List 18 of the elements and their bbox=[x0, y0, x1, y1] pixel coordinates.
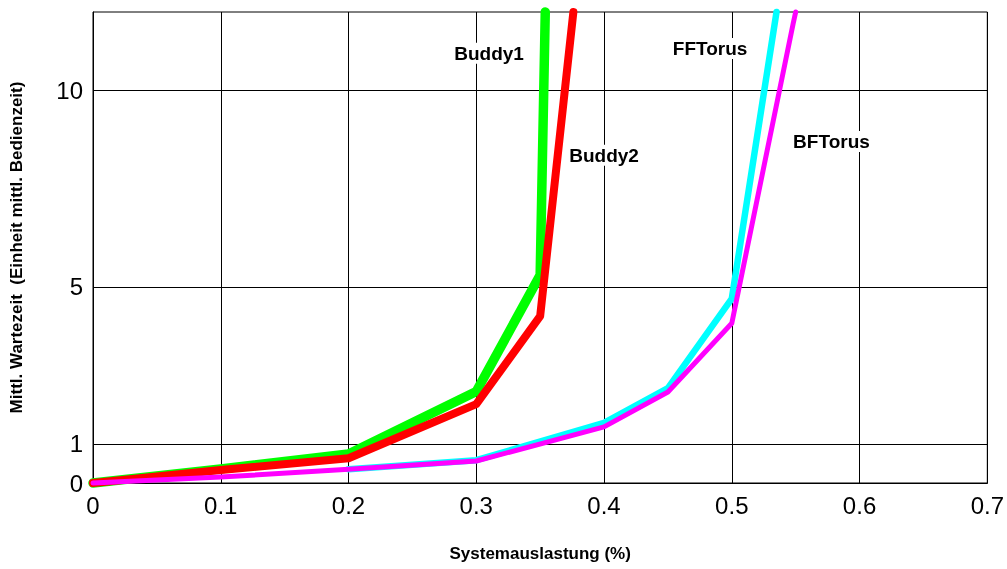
x-tick-label: 0 bbox=[86, 491, 100, 519]
x-tick-label: 0.5 bbox=[715, 491, 749, 519]
y-tick-label: 0 bbox=[69, 469, 83, 497]
x-tick-label: 0.1 bbox=[204, 491, 238, 519]
series-label: FFTorus bbox=[672, 38, 748, 59]
y-tick-label: 5 bbox=[69, 273, 83, 301]
series-label: BFTorus bbox=[793, 131, 870, 153]
y-tick-label: 10 bbox=[56, 77, 83, 104]
y-axis-title: Mittl. Wartezeit (Einheit mittl. Bedienzeit) bbox=[7, 81, 26, 414]
x-tick-label: 0.3 bbox=[459, 491, 493, 519]
x-tick-label: 0.4 bbox=[587, 491, 621, 519]
series-label: Buddy2 bbox=[569, 144, 639, 166]
y-tick-label: 1 bbox=[69, 430, 83, 458]
x-tick-label: 0.2 bbox=[331, 491, 366, 519]
x-axis-title: Systemauslastung (%) bbox=[449, 544, 631, 563]
x-tick-label: 0.7 bbox=[970, 491, 1005, 519]
series-label: Buddy1 bbox=[454, 42, 525, 64]
x-tick-label: 0.6 bbox=[842, 491, 877, 519]
